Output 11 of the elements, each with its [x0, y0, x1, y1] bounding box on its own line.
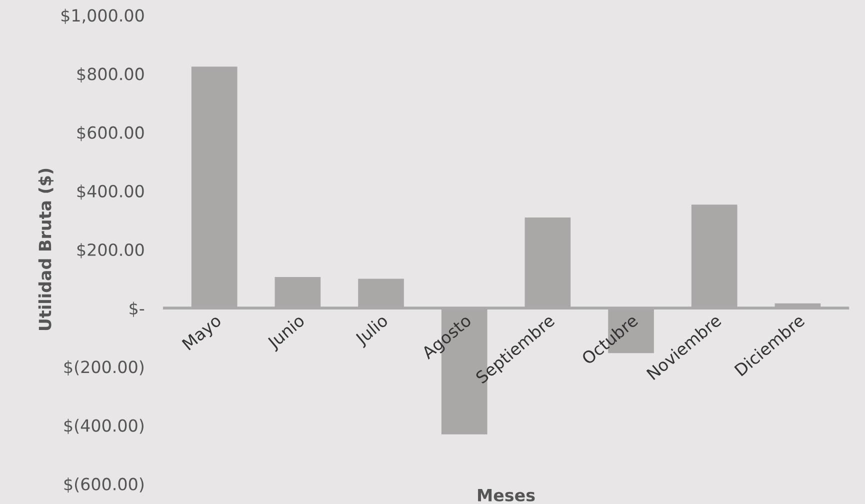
y-tick-label: $200.00 — [77, 243, 144, 258]
y-tick-label: $- — [130, 302, 144, 317]
y-axis-title: Utilidad Bruta ($) — [38, 168, 54, 330]
y-tick-label: $600.00 — [77, 126, 144, 142]
y-tick-label: $400.00 — [77, 184, 144, 200]
y-tick-label: $1,000.00 — [61, 8, 144, 24]
x-axis-title: Meses — [478, 489, 535, 502]
y-tick-label: $(400.00) — [64, 418, 144, 434]
y-tick-label: $(600.00) — [64, 478, 144, 493]
y-tick-label: $(200.00) — [64, 360, 144, 376]
y-tick-label: $800.00 — [77, 67, 144, 82]
